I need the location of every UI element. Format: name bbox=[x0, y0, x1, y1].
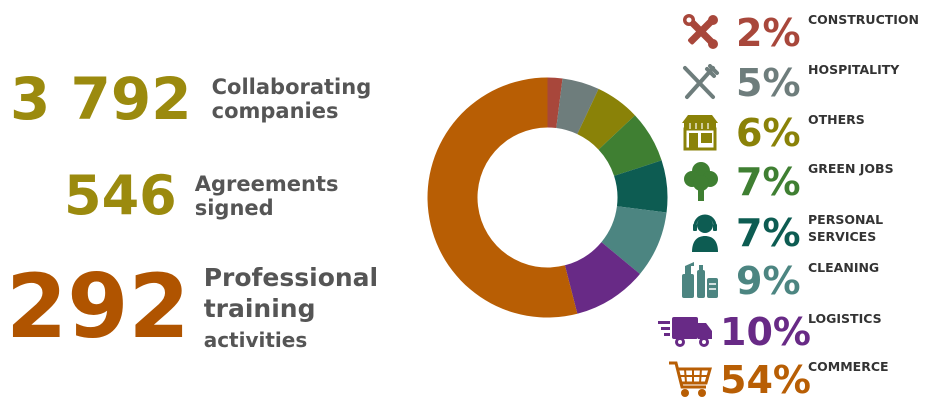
legend-row-logistics: 10% LOGISTICS bbox=[650, 307, 935, 355]
legend-percent-commerce: 54% bbox=[720, 358, 811, 402]
training-label: Professional training activities bbox=[204, 262, 378, 353]
donut-slice-construction bbox=[547, 77, 563, 129]
legend-row-others: 6% OTHERS bbox=[650, 108, 935, 156]
legend-label-construction: CONSTRUCTION bbox=[808, 12, 920, 27]
legend-row-commerce: 54% COMMERCE bbox=[650, 355, 935, 403]
donut-slice-logistics bbox=[564, 242, 640, 314]
legend-row-construction: 2% CONSTRUCTION bbox=[650, 8, 935, 56]
legend-percent-others: 6% bbox=[736, 111, 801, 155]
training-label-line-2: training bbox=[203, 294, 316, 324]
legend-label-personal-services: PERSONAL SERVICES bbox=[808, 212, 884, 244]
legend-percent-cleaning: 9% bbox=[736, 259, 801, 303]
legend-row-green-jobs: 7% GREEN JOBS bbox=[650, 157, 935, 205]
training-number: 292 bbox=[6, 255, 190, 359]
legend-row-cleaning: 9% CLEANING bbox=[650, 256, 935, 304]
donut-slice-commerce bbox=[427, 77, 578, 318]
legend-percent-logistics: 10% bbox=[720, 310, 811, 354]
legend-label-green-jobs: GREEN JOBS bbox=[808, 161, 894, 176]
companies-label-line-2: companies bbox=[211, 99, 339, 123]
legend-percent-hospitality: 5% bbox=[736, 61, 801, 105]
agreements-number: 546 bbox=[64, 164, 177, 227]
legend-label-cleaning: CLEANING bbox=[808, 260, 880, 275]
legend-percent-construction: 2% bbox=[736, 11, 801, 55]
tools-icon bbox=[650, 12, 720, 52]
fork-knife-icon bbox=[650, 62, 720, 102]
legend-label-logistics: LOGISTICS bbox=[808, 311, 882, 326]
legend-label-commerce: COMMERCE bbox=[808, 359, 889, 374]
stat-training: 292 Professional training activities bbox=[6, 262, 378, 353]
stat-agreements: 546 Agreements signed bbox=[64, 169, 338, 223]
stat-companies: 3 792 Collaborating companies bbox=[10, 70, 371, 128]
donut-slice-others bbox=[577, 88, 635, 150]
legend-label-others: OTHERS bbox=[808, 112, 865, 127]
truck-icon bbox=[650, 311, 712, 351]
agreements-label: Agreements signed bbox=[195, 172, 339, 220]
donut-chart bbox=[427, 77, 668, 318]
shopping-cart-icon bbox=[650, 359, 712, 399]
legend-percent-green-jobs: 7% bbox=[736, 160, 801, 204]
training-label-line-3: activities bbox=[203, 327, 308, 352]
companies-number: 3 792 bbox=[10, 65, 192, 133]
tree-icon bbox=[650, 161, 720, 201]
training-label-line-1: Professional bbox=[203, 263, 379, 292]
legend-row-personal-services: 7% PERSONAL SERVICES bbox=[650, 208, 935, 256]
companies-label-line-1: Collaborating bbox=[211, 74, 372, 99]
legend-percent-personal-services: 7% bbox=[736, 211, 801, 255]
agreements-label-line-2: signed bbox=[194, 196, 274, 220]
cleaning-supplies-icon bbox=[650, 260, 720, 300]
donut-slice-personal-services bbox=[614, 160, 668, 213]
donut-slice-hospitality bbox=[556, 78, 599, 135]
shop-icon bbox=[650, 112, 720, 152]
legend-row-hospitality: 5% HOSPITALITY bbox=[650, 58, 935, 106]
companies-label: Collaborating companies bbox=[212, 75, 372, 123]
donut-slice-green-jobs bbox=[598, 115, 662, 176]
legend-label-hospitality: HOSPITALITY bbox=[808, 62, 900, 77]
donut-slice-cleaning bbox=[601, 206, 667, 274]
person-headset-icon bbox=[650, 212, 720, 252]
agreements-label-line-1: Agreements bbox=[194, 171, 339, 196]
